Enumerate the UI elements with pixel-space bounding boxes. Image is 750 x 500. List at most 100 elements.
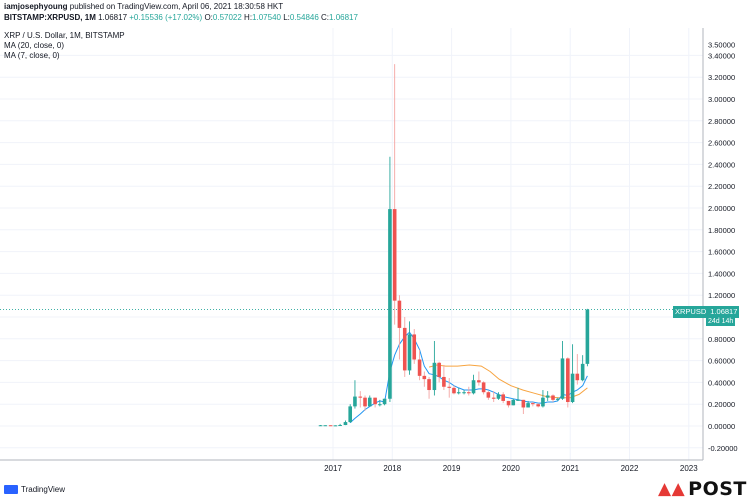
candle-body [407, 334, 412, 371]
candle-body [388, 209, 392, 399]
candle-body [536, 404, 540, 407]
candle-body [427, 379, 431, 391]
candle-body [566, 358, 570, 403]
candle-body [551, 395, 555, 400]
post-logo-text: POST [688, 478, 747, 500]
candle-body [328, 425, 333, 427]
y-tick-label: 3.20000 [708, 73, 735, 82]
y-tick-label: 1.20000 [708, 291, 735, 300]
x-tick-label: 2023 [680, 464, 698, 473]
candle-body [466, 392, 471, 394]
symbol-label: BITSTAMP:XRPUSD, 1M [4, 13, 96, 22]
candle-body [397, 300, 402, 328]
tradingview-footer[interactable]: TradingView [4, 485, 65, 494]
candle-body [422, 375, 427, 380]
low-value: 0.54846 [289, 13, 319, 22]
legend-title[interactable]: XRP / U.S. Dollar, 1M, BITSTAMP [4, 31, 125, 40]
candle-body [477, 380, 481, 383]
candle-body [378, 404, 382, 406]
candle-body [318, 425, 323, 427]
candle-body [545, 395, 550, 398]
y-tick-label: 1.40000 [708, 269, 735, 278]
candle-body [367, 397, 372, 407]
candle-body [402, 327, 407, 371]
y-tick-label: 2.20000 [708, 182, 735, 191]
price-tag-countdown: 24d 14h [706, 317, 736, 326]
candle-body [323, 425, 328, 427]
price-tag-symbol: XRPUSD [675, 307, 707, 316]
candle-body [526, 403, 530, 408]
y-tick-label: 0.00000 [708, 422, 735, 431]
candle-body [358, 396, 363, 398]
candle-body [481, 382, 486, 393]
candle-body [575, 373, 580, 381]
y-tick-label: 0.80000 [708, 335, 735, 344]
candle-body [570, 373, 575, 403]
candle-body [531, 403, 535, 405]
candle-body [555, 398, 560, 400]
post-logo-icon: ▲▲ [658, 479, 686, 499]
ohlc-header: BITSTAMP:XRPUSD, 1M 1.06817 +0.15536 (+1… [4, 13, 358, 22]
close-label: C: [321, 13, 330, 22]
last-price-tag: XRPUSD 1.06817 [673, 306, 740, 318]
candle-body [496, 394, 501, 399]
y-tick-label: 2.00000 [708, 204, 735, 213]
candle-body [447, 386, 452, 388]
x-tick-label: 2020 [502, 464, 520, 473]
tradingview-brand: TradingView [21, 485, 66, 494]
ma7-line [349, 331, 588, 424]
candle-body [560, 358, 565, 399]
tradingview-logo-icon [4, 485, 18, 494]
open-value: 0.57022 [212, 13, 242, 22]
x-tick-label: 2019 [443, 464, 461, 473]
y-tick-label: 1.60000 [708, 248, 735, 257]
x-tick-label: 2022 [621, 464, 639, 473]
y-tick-label: -0.20000 [708, 444, 738, 453]
candle-body [333, 425, 338, 427]
x-tick-label: 2021 [561, 464, 579, 473]
candle-body [348, 406, 352, 423]
y-tick-label: 3.00000 [708, 95, 735, 104]
x-tick-label: 2018 [383, 464, 401, 473]
candle-body [452, 387, 456, 394]
candle-body [491, 397, 496, 399]
candle-body [373, 397, 377, 405]
candle-body [392, 209, 397, 301]
post-logo: ▲▲ POST [658, 478, 747, 500]
y-tick-label: 0.40000 [708, 378, 735, 387]
author-name[interactable]: iamjosephyoung [4, 2, 68, 11]
candle-body [541, 397, 545, 407]
price-tag-value: 1.06817 [710, 307, 738, 316]
high-value: 1.07540 [252, 13, 281, 22]
y-tick-label: 2.80000 [708, 117, 735, 126]
candle-body [437, 362, 441, 377]
candle-body [456, 392, 461, 394]
candle-body [363, 397, 367, 407]
candle-body [412, 334, 417, 360]
legend-ma20[interactable]: MA (20, close, 0) [4, 41, 65, 50]
last-price: 1.06817 [98, 13, 128, 22]
y-tick-label-top: 3.50000 [708, 41, 735, 50]
y-tick-label: 0.20000 [708, 400, 735, 409]
legend-ma7[interactable]: MA (7, close, 0) [4, 51, 60, 60]
candle-body [521, 399, 526, 408]
candle-body [511, 399, 516, 406]
low-label: L: [283, 13, 290, 22]
candle-body [343, 422, 348, 426]
candle-body [501, 394, 505, 401]
y-tick-label: 1.80000 [708, 226, 735, 235]
publish-text: published on TradingView.com, April 06, … [69, 2, 284, 11]
candle-body [442, 376, 446, 387]
open-label: O: [204, 13, 213, 22]
candle-body [471, 380, 476, 394]
high-label: H: [244, 13, 253, 22]
candle-body [417, 359, 422, 376]
candle-body [353, 396, 357, 407]
candle-body [382, 398, 387, 405]
candle-body [486, 392, 491, 398]
y-tick-label: 3.40000 [708, 51, 735, 60]
y-tick-label: 0.60000 [708, 357, 735, 366]
candle-body [580, 363, 585, 381]
candle-body [516, 399, 520, 401]
